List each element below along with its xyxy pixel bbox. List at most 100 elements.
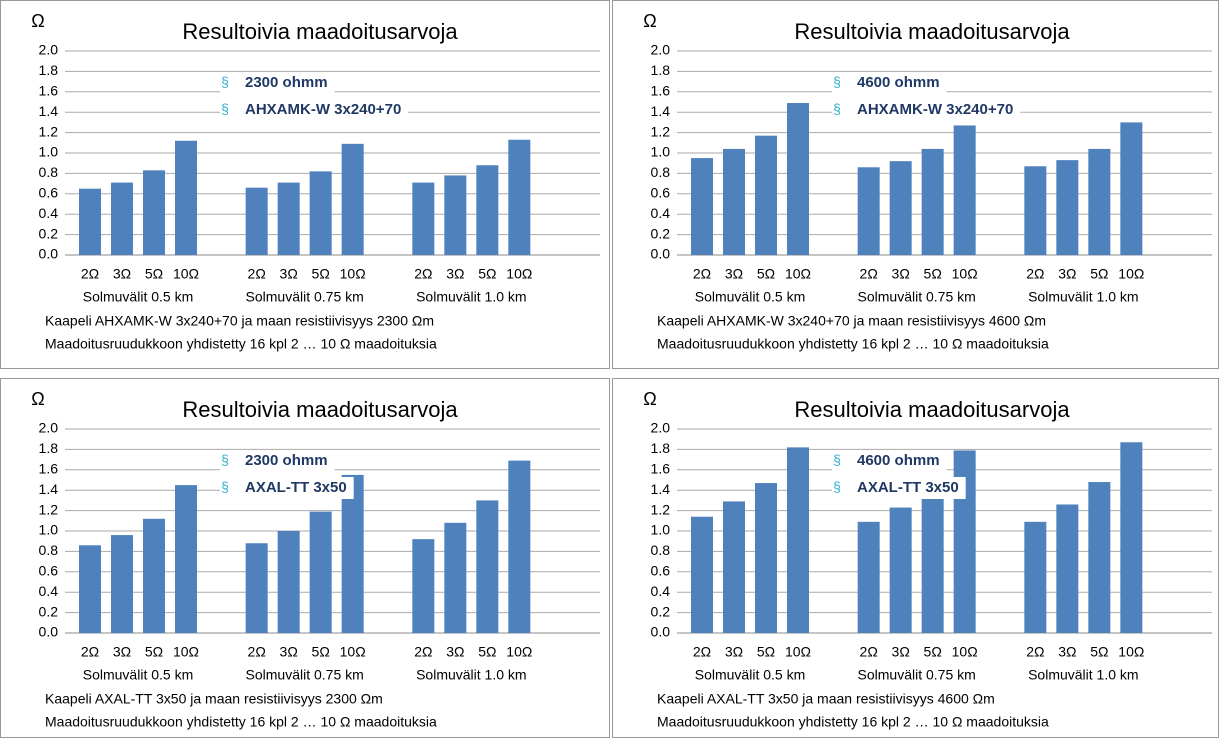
bar [1120, 442, 1143, 633]
y-tick-label: 0.8 [651, 542, 671, 558]
bar [476, 500, 499, 633]
x-tick-label: 2Ω [860, 644, 878, 660]
y-tick-label: 0.0 [651, 624, 671, 640]
x-tick-label: 10Ω [506, 266, 532, 282]
y-tick-label: 1.8 [39, 440, 59, 456]
x-tick-label: 2Ω [860, 266, 878, 282]
y-tick-label: 1.4 [651, 481, 671, 497]
x-tick-label: 3Ω [280, 644, 298, 660]
y-tick-label: 0.6 [651, 185, 671, 201]
y-tick-label: 1.8 [39, 62, 59, 78]
bar [1024, 166, 1047, 255]
x-tick-label: 10Ω [785, 644, 811, 660]
bar [691, 158, 713, 255]
bar [508, 139, 531, 255]
annotation-bullet: § [221, 479, 229, 495]
y-tick-label: 1.0 [39, 144, 59, 160]
y-tick-label: 1.2 [39, 501, 59, 517]
chart: Ω Resultoivia maadoitusarvoja 0.0 0.2 0.4 0.6… [31, 389, 600, 730]
x-tick-label: 5Ω [924, 644, 942, 660]
group-label: Solmuvälit 0.75 km [858, 667, 976, 683]
bar [309, 171, 332, 255]
annotation-bg [832, 450, 947, 472]
x-tick-label: 5Ω [478, 644, 496, 660]
x-tick-label: 2Ω [693, 266, 711, 282]
bar [143, 170, 165, 255]
x-tick-label: 3Ω [446, 644, 464, 660]
bar [245, 543, 268, 633]
x-tick-label: 10Ω [1118, 266, 1144, 282]
y-tick-label: 1.2 [651, 123, 671, 139]
bar [889, 161, 912, 255]
y-tick-label: 0.2 [39, 603, 59, 619]
annotation-bullet: § [221, 74, 229, 90]
annotation-bullet: § [833, 452, 841, 468]
bar [691, 516, 713, 633]
x-tick-label: 3Ω [725, 266, 743, 282]
y-tick-label: 0.6 [39, 563, 59, 579]
note: Kaapeli AXAL-TT 3x50 ja maan resistiivis… [45, 691, 383, 707]
annotation-bg [220, 450, 335, 472]
chart-title: Resultoivia maadoitusarvoja [182, 397, 458, 422]
annotation: AHXAMK-W 3x240+70 [857, 101, 1013, 118]
annotation-bg [832, 477, 966, 499]
y-tick-label: 1.0 [651, 144, 671, 160]
bar [787, 447, 809, 633]
bar [309, 511, 332, 633]
y-tick-label: 0.4 [651, 583, 671, 599]
y-tick-label: 0.4 [651, 205, 671, 221]
bar [277, 531, 300, 633]
x-tick-label: 5Ω [924, 266, 942, 282]
x-tick-label: 10Ω [1118, 644, 1144, 660]
y-tick-label: 0.4 [39, 583, 59, 599]
bar [755, 135, 777, 255]
bar [857, 521, 880, 633]
y-tick-label: 1.6 [651, 461, 671, 477]
y-tick-label: 0.0 [39, 624, 59, 640]
x-tick-label: 2Ω [1026, 266, 1044, 282]
x-tick-label: 5Ω [478, 266, 496, 282]
bar [175, 485, 197, 633]
annotation-bullet: § [221, 101, 229, 117]
annotation: 2300 ohmm [245, 74, 328, 91]
y-axis-label: Ω [31, 389, 44, 409]
bar [412, 182, 435, 255]
y-axis-label: Ω [31, 11, 44, 31]
x-tick-label: 3Ω [113, 266, 131, 282]
x-tick-label: 2Ω [1026, 644, 1044, 660]
x-tick-label: 10Ω [506, 644, 532, 660]
y-tick-label: 1.8 [651, 440, 671, 456]
x-tick-label: 10Ω [785, 266, 811, 282]
bar [857, 167, 880, 255]
y-tick-label: 0.6 [651, 563, 671, 579]
x-tick-label: 2Ω [248, 266, 266, 282]
x-tick-label: 5Ω [1090, 644, 1108, 660]
bar [175, 140, 197, 255]
y-tick-label: 0.0 [39, 246, 59, 262]
x-tick-label: 10Ω [952, 266, 978, 282]
y-tick-label: 0.8 [651, 164, 671, 180]
y-tick-label: 0.4 [39, 205, 59, 221]
group-label: Solmuvälit 1.0 km [416, 667, 526, 683]
group-label: Solmuvälit 0.5 km [83, 289, 193, 305]
y-tick-label: 1.0 [39, 522, 59, 538]
bar [953, 125, 976, 256]
x-tick-label: 5Ω [757, 644, 775, 660]
group-label: Solmuvälit 0.75 km [858, 289, 976, 305]
note: Maadoitusruudukkoon yhdistetty 16 kpl 2 … [45, 336, 437, 352]
bar [1056, 160, 1079, 255]
note: Maadoitusruudukkoon yhdistetty 16 kpl 2 … [45, 714, 437, 730]
bar [111, 182, 133, 255]
bar [1088, 482, 1111, 633]
bar [787, 103, 809, 256]
bar [1056, 504, 1079, 633]
y-tick-label: 1.6 [651, 83, 671, 99]
group-label: Solmuvälit 1.0 km [416, 289, 526, 305]
x-tick-label: 2Ω [414, 644, 432, 660]
bar [444, 522, 467, 633]
group-label: Solmuvälit 1.0 km [1028, 289, 1138, 305]
y-tick-label: 1.0 [651, 522, 671, 538]
x-tick-label: 5Ω [312, 644, 330, 660]
bar [111, 535, 133, 633]
